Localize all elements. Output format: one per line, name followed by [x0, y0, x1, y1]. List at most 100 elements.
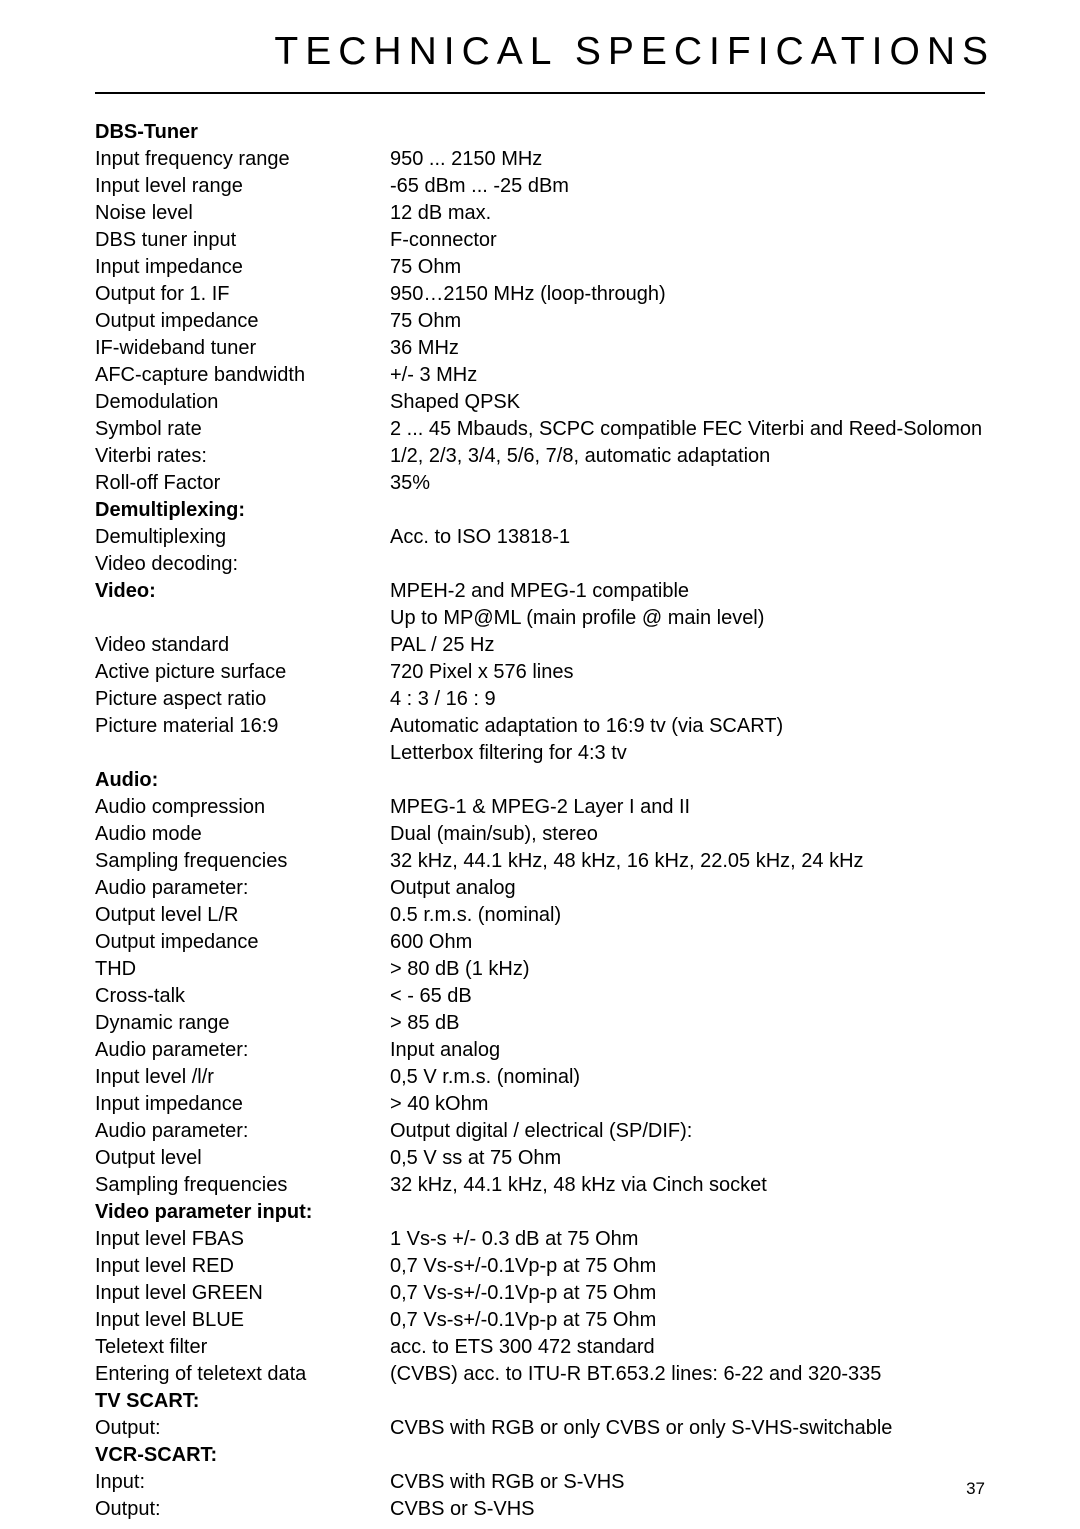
- spec-value: > 85 dB: [390, 1010, 985, 1037]
- spec-label: Demodulation: [95, 389, 390, 416]
- spec-value: Dual (main/sub), stereo: [390, 821, 985, 848]
- spec-label: Audio parameter:: [95, 1118, 390, 1145]
- spec-value: [390, 1199, 985, 1226]
- spec-row: Input impedance> 40 kOhm: [95, 1091, 985, 1118]
- spec-label: Video standard: [95, 632, 390, 659]
- spec-label: Input level RED: [95, 1253, 390, 1280]
- spec-row: Audio compressionMPEG-1 & MPEG-2 Layer I…: [95, 794, 985, 821]
- spec-value: 0.5 r.m.s. (nominal): [390, 902, 985, 929]
- spec-label: Output level L/R: [95, 902, 390, 929]
- spec-value: +/- 3 MHz: [390, 362, 985, 389]
- spec-row: DBS-Tuner: [95, 119, 985, 146]
- page-title: TECHNICAL SPECIFICATIONS: [95, 30, 995, 74]
- spec-row: Video decoding:: [95, 551, 985, 578]
- spec-row: Sampling frequencies32 kHz, 44.1 kHz, 48…: [95, 848, 985, 875]
- spec-label: Symbol rate: [95, 416, 390, 443]
- spec-row: VCR-SCART:: [95, 1442, 985, 1469]
- page-number: 37: [966, 1479, 985, 1499]
- spec-value: 720 Pixel x 576 lines: [390, 659, 985, 686]
- spec-value: 2 ... 45 Mbauds, SCPC compatible FEC Vit…: [390, 416, 985, 443]
- spec-row: Picture material 16:9Automatic adaptatio…: [95, 713, 985, 740]
- spec-value: [390, 767, 985, 794]
- spec-label: Video parameter input:: [95, 1199, 390, 1226]
- spec-row: Audio parameter:Input analog: [95, 1037, 985, 1064]
- spec-row: Output impedance75 Ohm: [95, 308, 985, 335]
- spec-label: Viterbi rates:: [95, 443, 390, 470]
- spec-value: 4 : 3 / 16 : 9: [390, 686, 985, 713]
- spec-value: 35%: [390, 470, 985, 497]
- spec-value: 36 MHz: [390, 335, 985, 362]
- spec-value: [390, 551, 985, 578]
- spec-label: Teletext filter: [95, 1334, 390, 1361]
- spec-value: CVBS or S-VHS: [390, 1496, 985, 1523]
- spec-value: PAL / 25 Hz: [390, 632, 985, 659]
- spec-row: Roll-off Factor35%: [95, 470, 985, 497]
- spec-value: 1/2, 2/3, 3/4, 5/6, 7/8, automatic adapt…: [390, 443, 985, 470]
- spec-row: Output for 1. IF950…2150 MHz (loop-throu…: [95, 281, 985, 308]
- spec-row: Audio:: [95, 767, 985, 794]
- spec-row: DemultiplexingAcc. to ISO 13818-1: [95, 524, 985, 551]
- spec-label: Audio mode: [95, 821, 390, 848]
- spec-value: Letterbox filtering for 4:3 tv: [390, 740, 985, 767]
- spec-row: THD> 80 dB (1 kHz): [95, 956, 985, 983]
- spec-value: Input analog: [390, 1037, 985, 1064]
- spec-label: Output:: [95, 1415, 390, 1442]
- spec-value: 32 kHz, 44.1 kHz, 48 kHz via Cinch socke…: [390, 1172, 985, 1199]
- spec-row: Input:CVBS with RGB or S-VHS: [95, 1469, 985, 1496]
- spec-label: [95, 605, 390, 632]
- spec-value: [390, 119, 985, 146]
- spec-row: Input level /l/r0,5 V r.m.s. (nominal): [95, 1064, 985, 1091]
- spec-row: Input level RED0,7 Vs-s+/-0.1Vp-p at 75 …: [95, 1253, 985, 1280]
- spec-label: Audio parameter:: [95, 1037, 390, 1064]
- spec-label: Output:: [95, 1496, 390, 1523]
- spec-row: Viterbi rates:1/2, 2/3, 3/4, 5/6, 7/8, a…: [95, 443, 985, 470]
- spec-row: Input level BLUE0,7 Vs-s+/-0.1Vp-p at 75…: [95, 1307, 985, 1334]
- spec-value: > 40 kOhm: [390, 1091, 985, 1118]
- spec-label: [95, 740, 390, 767]
- spec-label: IF-wideband tuner: [95, 335, 390, 362]
- spec-label: Demultiplexing: [95, 524, 390, 551]
- spec-row: Input level GREEN0,7 Vs-s+/-0.1Vp-p at 7…: [95, 1280, 985, 1307]
- spec-label: Video decoding:: [95, 551, 390, 578]
- spec-label: Input impedance: [95, 1091, 390, 1118]
- spec-row: Video parameter input:: [95, 1199, 985, 1226]
- spec-label: Audio:: [95, 767, 390, 794]
- spec-label: Noise level: [95, 200, 390, 227]
- spec-label: Picture aspect ratio: [95, 686, 390, 713]
- spec-label: Video:: [95, 578, 390, 605]
- spec-label: DBS-Tuner: [95, 119, 390, 146]
- spec-row: Video:MPEH-2 and MPEG-1 compatible: [95, 578, 985, 605]
- spec-label: Cross-talk: [95, 983, 390, 1010]
- spec-value: [390, 1388, 985, 1415]
- spec-value: 12 dB max.: [390, 200, 985, 227]
- spec-row: Output level0,5 V ss at 75 Ohm: [95, 1145, 985, 1172]
- spec-row: Input level FBAS1 Vs-s +/- 0.3 dB at 75 …: [95, 1226, 985, 1253]
- spec-row: Dynamic range> 85 dB: [95, 1010, 985, 1037]
- spec-value: Up to MP@ML (main profile @ main level): [390, 605, 985, 632]
- spec-row: Output impedance600 Ohm: [95, 929, 985, 956]
- divider: [95, 92, 985, 94]
- specs-table: DBS-TunerInput frequency range950 ... 21…: [95, 119, 985, 1523]
- spec-value: 0,7 Vs-s+/-0.1Vp-p at 75 Ohm: [390, 1307, 985, 1334]
- spec-row: Noise level12 dB max.: [95, 200, 985, 227]
- spec-row: Picture aspect ratio4 : 3 / 16 : 9: [95, 686, 985, 713]
- spec-row: DBS tuner inputF-connector: [95, 227, 985, 254]
- spec-label: VCR-SCART:: [95, 1442, 390, 1469]
- spec-value: MPEH-2 and MPEG-1 compatible: [390, 578, 985, 605]
- spec-label: THD: [95, 956, 390, 983]
- spec-value: [390, 1442, 985, 1469]
- spec-value: -65 dBm ... -25 dBm: [390, 173, 985, 200]
- spec-row: Demultiplexing:: [95, 497, 985, 524]
- spec-label: AFC-capture bandwidth: [95, 362, 390, 389]
- spec-row: Cross-talk< - 65 dB: [95, 983, 985, 1010]
- spec-label: Output impedance: [95, 929, 390, 956]
- spec-label: Input level /l/r: [95, 1064, 390, 1091]
- spec-row: Input frequency range950 ... 2150 MHz: [95, 146, 985, 173]
- spec-row: Input impedance75 Ohm: [95, 254, 985, 281]
- spec-value: Output analog: [390, 875, 985, 902]
- spec-value: Automatic adaptation to 16:9 tv (via SCA…: [390, 713, 985, 740]
- spec-row: Teletext filteracc. to ETS 300 472 stand…: [95, 1334, 985, 1361]
- spec-row: Entering of teletext data(CVBS) acc. to …: [95, 1361, 985, 1388]
- spec-value: 1 Vs-s +/- 0.3 dB at 75 Ohm: [390, 1226, 985, 1253]
- spec-label: Active picture surface: [95, 659, 390, 686]
